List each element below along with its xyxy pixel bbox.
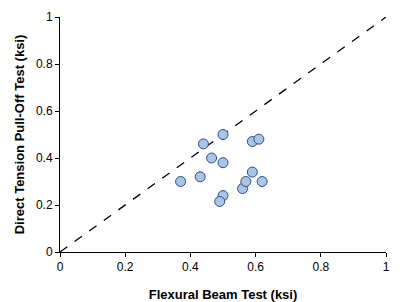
svg-text:Direct Tension Pull-Off Test (: Direct Tension Pull-Off Test (ksi)	[12, 35, 27, 235]
svg-text:0.6: 0.6	[247, 260, 264, 274]
svg-text:0: 0	[46, 245, 53, 259]
svg-text:0.6: 0.6	[36, 104, 53, 118]
svg-text:1: 1	[46, 10, 53, 24]
svg-text:0: 0	[57, 260, 64, 274]
svg-text:0.2: 0.2	[36, 198, 53, 212]
svg-text:0.8: 0.8	[36, 57, 53, 71]
svg-text:0.8: 0.8	[312, 260, 329, 274]
svg-text:Flexural Beam Test (ksi): Flexural Beam Test (ksi)	[149, 287, 298, 302]
svg-text:0.4: 0.4	[182, 260, 199, 274]
svg-text:0.2: 0.2	[117, 260, 134, 274]
svg-text:0.4: 0.4	[36, 151, 53, 165]
svg-text:1: 1	[383, 260, 390, 274]
